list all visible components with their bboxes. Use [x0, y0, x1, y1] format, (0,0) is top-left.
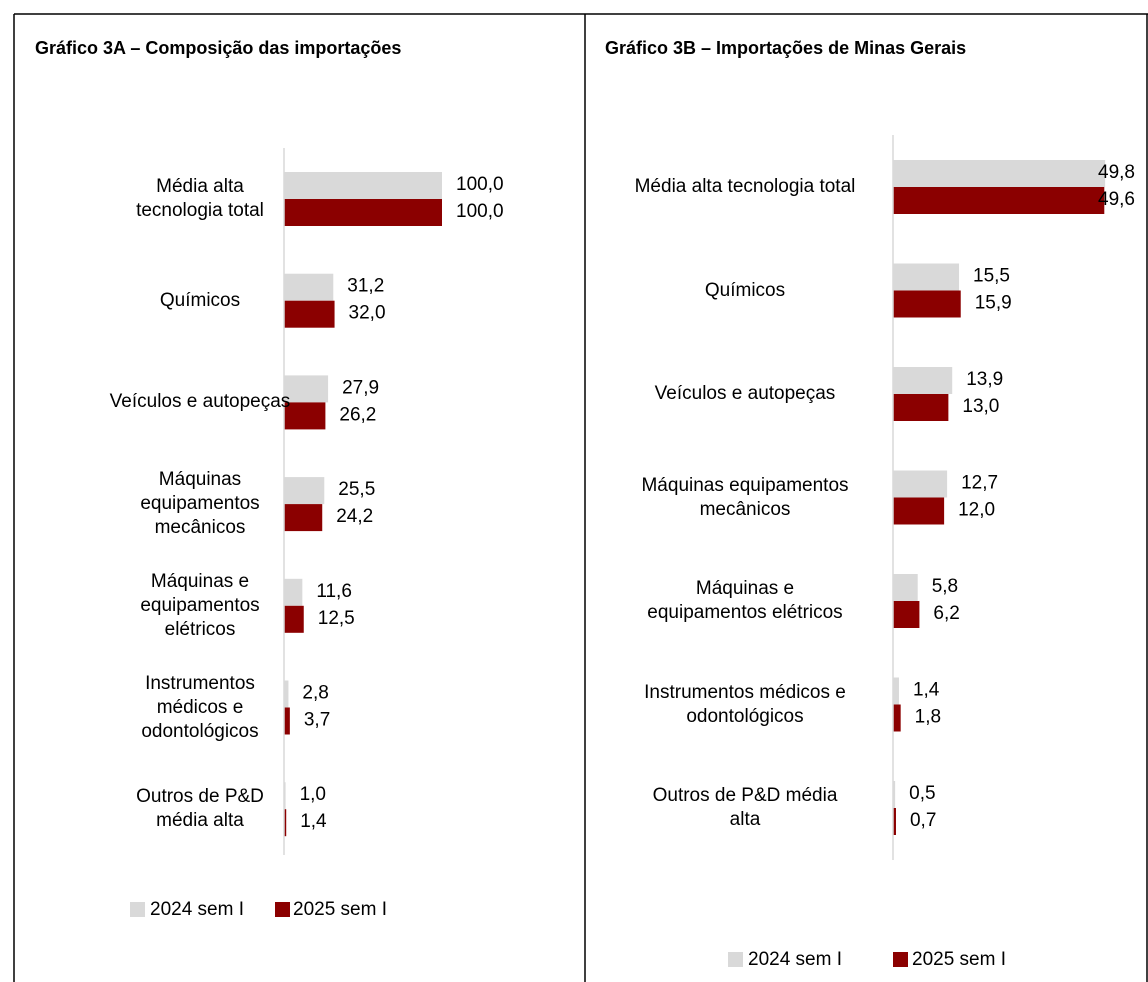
value-label: 1,0 [300, 784, 326, 805]
bar [284, 273, 334, 301]
value-label: 5,8 [932, 576, 958, 597]
category-label: Veículos e autopeças [109, 391, 291, 413]
value-label: 100,0 [456, 201, 504, 222]
category-label: Outros de P&D média alta [136, 786, 264, 832]
bar [284, 578, 303, 606]
bar [893, 367, 953, 394]
category-label: Outros de P&D média alta [652, 785, 838, 830]
legend-label: 2024 sem I [748, 949, 842, 970]
value-label: 1,8 [915, 707, 941, 728]
bar [893, 574, 918, 601]
legend-label: 2025 sem I [912, 949, 1006, 970]
value-label: 1,4 [300, 811, 327, 832]
chart-title: Gráfico 3A – Composição das importações [35, 38, 402, 58]
bar [893, 808, 896, 835]
bar [284, 680, 289, 708]
value-label: 49,6 [1098, 189, 1135, 210]
bar [284, 402, 326, 430]
bar [893, 470, 948, 498]
bar [284, 782, 286, 810]
legend-swatch [275, 902, 290, 917]
value-label: 12,7 [961, 473, 998, 494]
category-label: Média alta tecnologia total [136, 176, 264, 221]
legend-label: 2024 sem I [150, 899, 244, 920]
bar [893, 290, 961, 318]
value-label: 26,2 [339, 404, 376, 425]
chart-title: Gráfico 3B – Importações de Minas Gerais [605, 38, 967, 58]
value-label: 2,8 [302, 683, 328, 704]
category-label: Máquinas e equipamentos elétricos [140, 570, 260, 640]
bar [284, 172, 442, 199]
value-label: 49,8 [1098, 162, 1135, 183]
value-label: 32,0 [349, 303, 386, 324]
value-label: 100,0 [456, 174, 504, 195]
value-label: 0,7 [910, 810, 936, 831]
bar [284, 605, 304, 633]
bar [284, 504, 323, 532]
bar [893, 263, 960, 291]
bar [893, 677, 899, 705]
category-label: Instrumentos médicos e odontológicos [644, 681, 846, 727]
value-label: 27,9 [342, 377, 379, 398]
legend-label: 2025 sem I [293, 899, 387, 920]
bar [893, 601, 920, 628]
value-label: 25,5 [338, 479, 375, 500]
category-label: Média alta tecnologia total [634, 176, 856, 197]
bar [284, 375, 329, 403]
value-label: 1,4 [913, 680, 940, 701]
category-label: Químicos [159, 289, 241, 311]
value-label: 15,5 [973, 266, 1010, 287]
bar [893, 704, 901, 732]
category-label: Instrumentos médicos e odontológicos [141, 672, 259, 742]
value-label: 24,2 [336, 506, 373, 527]
bar [284, 300, 335, 328]
value-label: 11,6 [316, 581, 352, 602]
legend-swatch [130, 902, 145, 917]
value-label: 3,7 [304, 710, 330, 731]
category-label: Químicos [704, 279, 786, 301]
bar [893, 781, 896, 808]
value-label: 12,0 [958, 500, 995, 521]
value-label: 0,5 [909, 783, 935, 804]
bar [284, 199, 442, 226]
value-label: 13,9 [966, 369, 1003, 390]
value-label: 12,5 [318, 608, 355, 629]
bar [284, 707, 290, 735]
legend-swatch [893, 952, 908, 967]
category-label: Máquinas e equipamentos elétricos [647, 578, 843, 623]
bar [893, 394, 949, 421]
value-label: 6,2 [933, 603, 959, 624]
bar [893, 187, 1105, 214]
category-label: Veículos e autopeças [654, 383, 836, 404]
bar [893, 497, 945, 525]
bar [284, 477, 325, 505]
bar [893, 160, 1106, 187]
category-label: Máquinas equipamentos mecânicos [140, 469, 260, 539]
bar [284, 809, 287, 837]
value-label: 31,2 [347, 276, 384, 297]
legend-swatch [728, 952, 743, 967]
category-label: Máquinas equipamentos mecânicos [641, 474, 849, 520]
value-label: 15,9 [975, 293, 1012, 314]
value-label: 13,0 [962, 396, 999, 417]
